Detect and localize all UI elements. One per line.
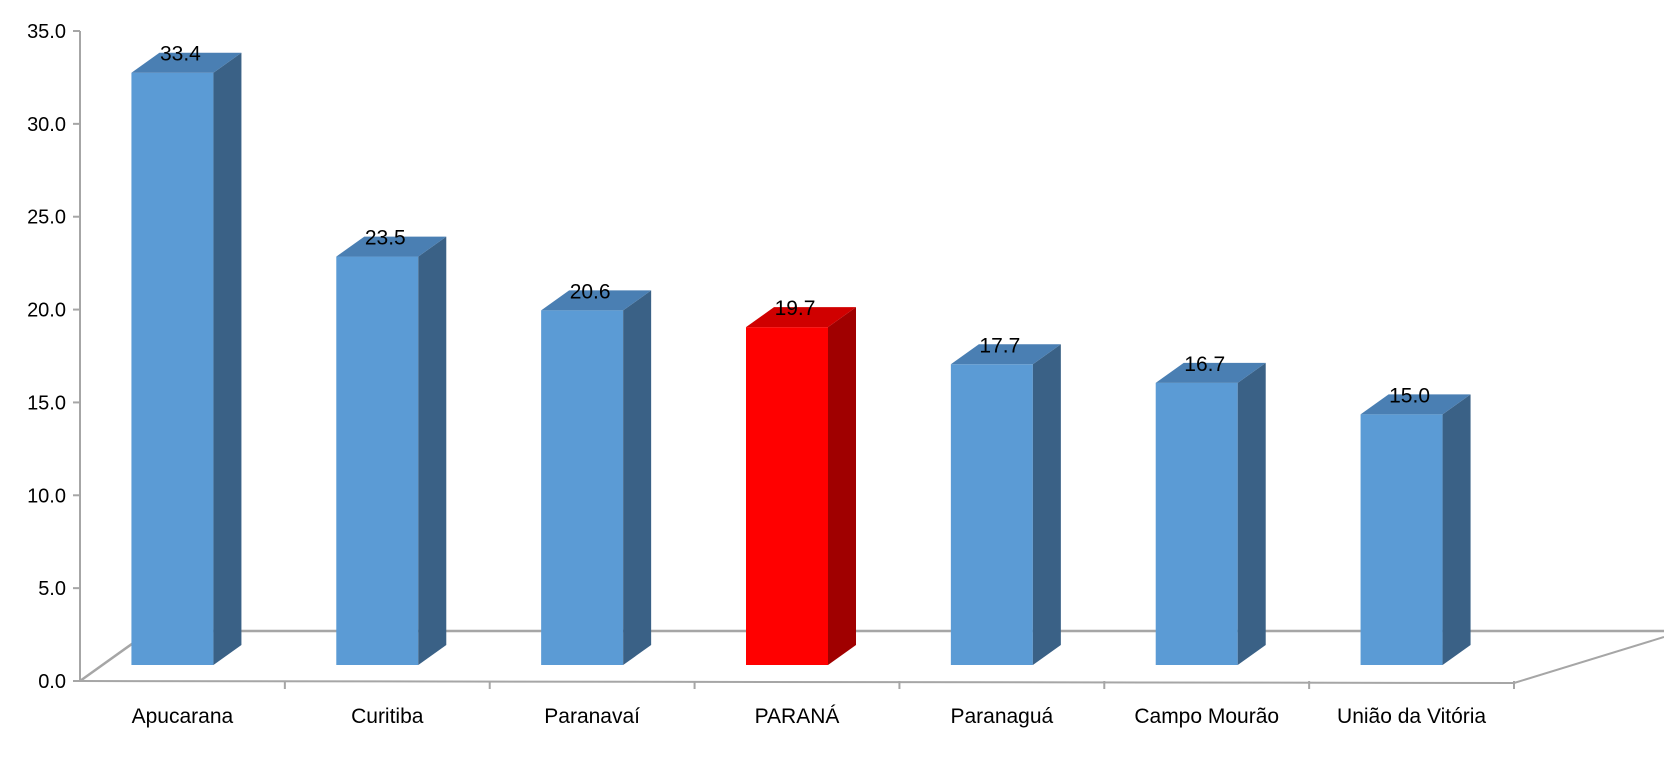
y-tick-label: 20.0 <box>27 300 66 322</box>
bar-front <box>1155 382 1238 665</box>
x-tick-label: Paranaguá <box>950 705 1053 728</box>
bar-group <box>541 290 652 665</box>
bar-group <box>1360 394 1471 665</box>
data-label: 16.7 <box>1184 353 1225 376</box>
y-axis-ticks: 0.0 5.0 10.0 15.0 20.0 25.0 30.0 35.0 <box>27 21 80 693</box>
bar-group <box>1155 362 1266 665</box>
bar-side <box>828 307 856 665</box>
x-tick-label: Apucarana <box>132 705 234 728</box>
bar-top <box>1155 362 1266 383</box>
bar-top <box>1360 394 1471 415</box>
bar-side <box>1237 362 1266 665</box>
x-tick-label: Campo Mourão <box>1134 705 1279 728</box>
data-label: 19.7 <box>775 297 816 320</box>
y-tick-label: 10.0 <box>27 485 66 507</box>
data-label: 33.4 <box>160 43 201 66</box>
data-label: 15.0 <box>1389 384 1430 407</box>
bar-front <box>950 364 1033 665</box>
bar-side <box>1442 394 1471 665</box>
bar-group <box>131 52 242 665</box>
y-tick-label: 0.0 <box>38 671 66 693</box>
bar-front <box>336 256 419 665</box>
bar-front <box>131 72 214 665</box>
bar-top <box>131 52 242 73</box>
bar-front <box>541 310 624 665</box>
data-label: 17.7 <box>979 334 1020 357</box>
category-labels: Apucarana Curitiba Paranavaí PARANÁ Paranagu… <box>132 705 1487 728</box>
bar-group <box>950 344 1061 665</box>
data-label: 20.6 <box>570 280 611 303</box>
bar-side <box>418 236 447 666</box>
y-tick-label: 25.0 <box>27 207 66 229</box>
value-labels: 33.4 23.5 20.6 19.7 17.7 16.7 15.0 <box>160 43 1430 408</box>
bar-top <box>746 307 856 328</box>
x-tick-label: Paranavaí <box>544 705 640 728</box>
bar-side <box>1032 344 1061 665</box>
bar-side <box>623 290 652 665</box>
bar-side <box>213 52 242 665</box>
data-label: 23.5 <box>365 227 406 250</box>
floor-right-edge <box>1513 636 1664 684</box>
bar-top <box>541 290 652 311</box>
bar-top <box>950 344 1061 365</box>
x-tick-label: Curitiba <box>351 705 424 728</box>
bars <box>131 52 1471 666</box>
x-tick-label: PARANÁ <box>755 705 840 728</box>
x-axis-line <box>79 680 1515 684</box>
y-tick-label: 35.0 <box>27 21 66 43</box>
y-tick-label: 15.0 <box>27 392 66 414</box>
y-tick-label: 30.0 <box>27 114 66 136</box>
bar-front <box>1360 414 1443 665</box>
bar-front <box>746 327 828 665</box>
x-tick-label: União da Vitória <box>1337 705 1486 728</box>
bar-group <box>336 236 447 666</box>
y-tick-label: 5.0 <box>38 578 66 600</box>
bar-top <box>336 236 447 257</box>
bar-group <box>746 307 856 665</box>
